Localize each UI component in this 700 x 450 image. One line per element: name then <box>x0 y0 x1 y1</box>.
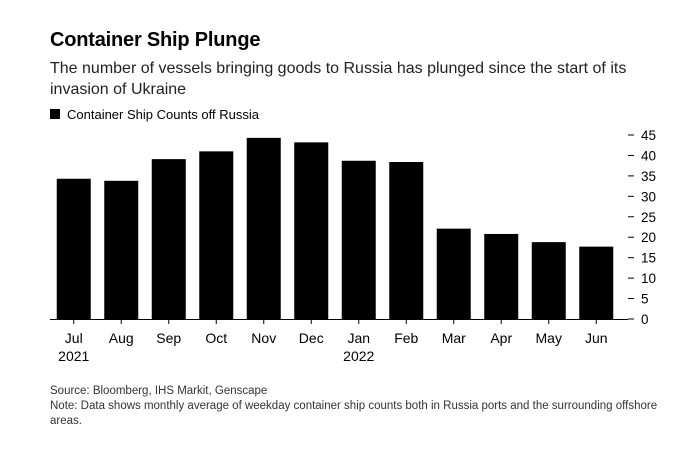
x-tick-label: Jun <box>585 330 608 346</box>
y-tick-label: 35 <box>641 169 656 184</box>
y-tick-label: 5 <box>641 292 649 307</box>
y-tick-label: 15 <box>641 251 656 266</box>
bar-apr <box>484 233 519 319</box>
bar-sep <box>151 159 186 319</box>
y-tick-label: 0 <box>641 312 649 327</box>
bar-aug <box>104 180 139 319</box>
x-tick-label: Jan <box>347 330 370 346</box>
chart-title: Container Ship Plunge <box>50 29 261 51</box>
x-tick-label: Mar <box>442 330 466 346</box>
bar-nov <box>246 137 281 319</box>
legend: Container Ship Counts off Russia <box>50 106 259 122</box>
x-tick-year-label: 2021 <box>58 348 89 364</box>
x-tick-label: Nov <box>251 330 276 346</box>
footer: Source: Bloomberg, IHS Markit, Genscape … <box>50 384 670 429</box>
x-tick-label: May <box>536 330 562 346</box>
note-text: Note: Data shows monthly average of week… <box>50 400 658 427</box>
x-tick-label: Feb <box>394 330 418 346</box>
bar-dec <box>294 142 329 319</box>
bar-jul <box>56 178 91 319</box>
y-tick-label: 25 <box>641 210 656 225</box>
chart-subtitle: The number of vessels bringing goods to … <box>50 60 627 98</box>
x-tick-label: Oct <box>205 330 227 346</box>
y-tick-label: 30 <box>641 189 656 204</box>
x-tick-label: Sep <box>156 330 181 346</box>
y-tick-label: 40 <box>641 148 656 163</box>
y-tick-label: 45 <box>641 128 656 143</box>
x-tick-label: Aug <box>109 330 134 346</box>
bar-oct <box>199 151 234 319</box>
y-tick-label: 10 <box>641 271 656 286</box>
bar-mar <box>436 228 471 319</box>
x-tick-label: Dec <box>299 330 324 346</box>
bar-jan <box>341 160 376 319</box>
x-tick-label: Jul <box>65 330 83 346</box>
y-tick-label: 20 <box>641 230 656 245</box>
source-text: Source: Bloomberg, IHS Markit, Genscape <box>50 385 268 397</box>
x-tick-year-label: 2022 <box>343 348 374 364</box>
legend-swatch <box>50 109 60 119</box>
bar-jun <box>579 246 614 319</box>
bar-may <box>531 242 566 319</box>
legend-label: Container Ship Counts off Russia <box>67 106 259 122</box>
bar-feb <box>389 161 424 319</box>
x-tick-label: Apr <box>490 330 512 346</box>
